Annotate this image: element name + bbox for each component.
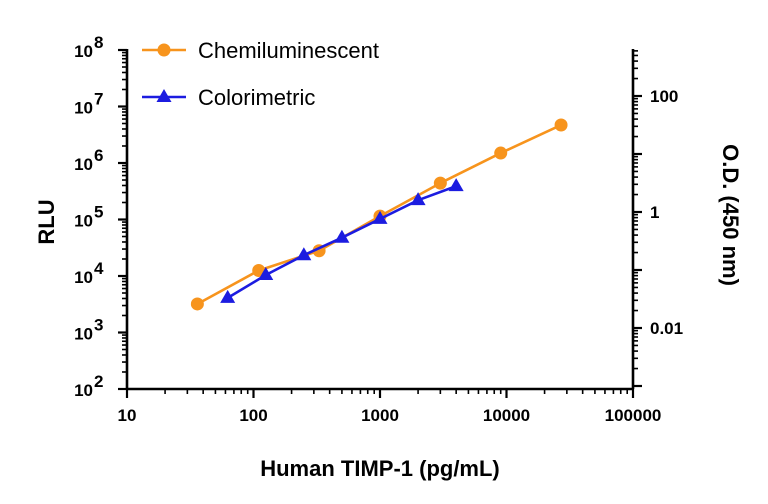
- y-tick-exponent: 7: [94, 90, 103, 109]
- y-tick-exponent: 6: [94, 146, 103, 165]
- x-tick-label: 100: [239, 406, 267, 425]
- legend-label-colorimetric: Colorimetric: [198, 85, 315, 110]
- legend-label-chemiluminescent: Chemiluminescent: [198, 38, 379, 63]
- x-axis-title: Human TIMP-1 (pg/mL): [260, 456, 500, 481]
- y2-tick-label: 1: [650, 203, 659, 222]
- y-tick-label: 10: [74, 155, 93, 174]
- x-tick-label: 1000: [361, 406, 399, 425]
- y-tick-exponent: 8: [94, 33, 103, 52]
- data-point: [220, 289, 236, 303]
- y-tick-exponent: 3: [94, 316, 103, 335]
- y-axis-title: RLU: [34, 199, 59, 244]
- y2-tick-label: 0.01: [650, 319, 683, 338]
- legend-entry-chemiluminescent: Chemiluminescent: [142, 38, 379, 63]
- data-point: [410, 192, 426, 206]
- x-tick-label: 100000: [605, 406, 662, 425]
- x-tick-label: 10000: [483, 406, 530, 425]
- y-tick-label: 10: [74, 268, 93, 287]
- y-tick-label: 10: [74, 325, 93, 344]
- legend-entry-colorimetric: Colorimetric: [142, 85, 315, 110]
- legend-marker-chemiluminescent: [157, 43, 171, 57]
- y-tick-exponent: 4: [94, 259, 104, 278]
- data-point: [296, 247, 312, 261]
- y-tick-label: 10: [74, 212, 93, 231]
- y-tick-exponent: 2: [94, 372, 103, 391]
- data-point: [554, 118, 568, 132]
- y2-axis-title: O.D. (450 nm): [718, 144, 743, 286]
- y-tick-label: 10: [74, 42, 93, 61]
- data-point: [190, 297, 204, 311]
- x-tick-label: 10: [118, 406, 137, 425]
- y2-tick-label: 100: [650, 87, 678, 106]
- data-point: [448, 178, 464, 192]
- legend-marker-colorimetric: [156, 89, 172, 102]
- data-point: [372, 210, 388, 224]
- y-tick-label: 10: [74, 99, 93, 118]
- data-point: [258, 266, 274, 280]
- y-tick-exponent: 5: [94, 203, 103, 222]
- data-point: [334, 229, 350, 243]
- y-tick-label: 10: [74, 381, 93, 400]
- data-point: [494, 146, 508, 160]
- data-point: [433, 176, 447, 190]
